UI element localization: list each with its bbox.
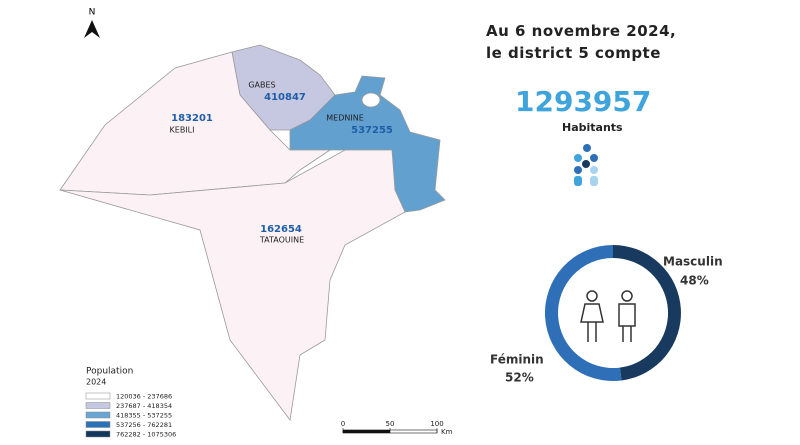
gender-value: 52% [505,371,534,385]
region-population: 410847 [264,92,306,103]
legend-label: 762282 - 1075306 [116,431,176,439]
gender-label: Masculin [663,255,723,269]
total: 1293957 [515,85,651,118]
region-name: GABES [248,81,275,90]
total-unit: Habitants [562,121,623,134]
legend-title: Population [86,367,133,377]
donut-segment [544,245,622,381]
region-name: MEDNINE [326,114,364,123]
legend-swatch [85,402,111,409]
region-population: 162654 [260,224,302,235]
donut-segment [613,245,681,381]
legend-label: 120036 - 237686 [116,393,172,401]
scale-tick-label: 0 [341,420,345,428]
legend-swatch [85,392,111,400]
legend-swatch [85,421,111,428]
gender-value: 48% [680,274,709,288]
regions: GABES 410847 MEDNINE 537255 KEBILI 183201 TATA… [59,44,446,422]
scale-tick-label: 100 [430,420,443,428]
people-icon [574,144,598,186]
region [59,149,406,422]
headline: Au 6 novembre 2024, le district 5 compte [486,22,677,62]
gender-label: Féminin [490,353,544,367]
legend-label: 418355 - 537255 [116,412,172,420]
region-population: 183201 [171,113,213,124]
gender-icon [580,290,636,342]
island [361,92,381,108]
legend-label: 237687 - 418354 [116,402,172,410]
gender-donut [544,245,681,381]
north-label: N [89,8,96,18]
legend-label: 537256 - 762281 [116,421,172,429]
legend-swatch [85,411,111,419]
scale-bar-fill [343,430,390,433]
legend-swatch [85,430,111,438]
region-population: 537255 [351,125,393,136]
region-name: KEBILI [170,126,195,135]
scale-tick-label: 50 [386,420,395,428]
region-name: TATAOUINE [259,236,304,245]
scale-unit: Km [441,428,453,436]
legend-year: 2024 [86,378,106,387]
north-arrow [84,20,100,38]
